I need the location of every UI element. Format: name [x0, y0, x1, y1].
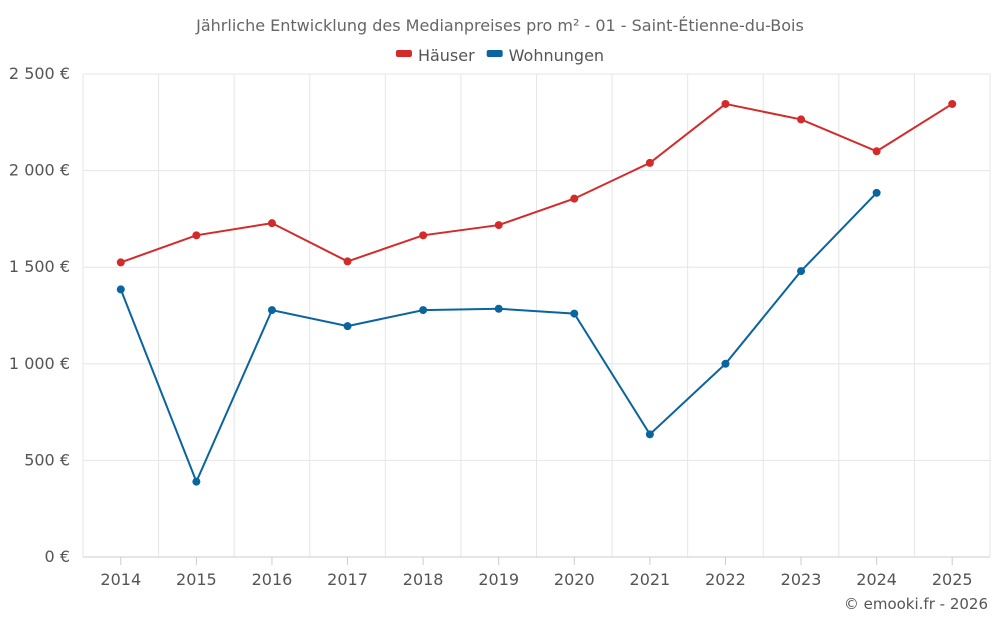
y-tick-label: 1 500 €	[9, 257, 70, 276]
data-point	[872, 188, 881, 197]
y-tick-label: 1 000 €	[9, 354, 70, 373]
legend: Häuser Wohnungen	[395, 46, 604, 65]
x-tick-label: 2015	[176, 570, 217, 589]
data-point	[645, 430, 654, 439]
chart-title: Jährliche Entwicklung des Medianpreises …	[195, 16, 804, 35]
x-tick-label: 2022	[705, 570, 746, 589]
data-point	[343, 322, 352, 331]
legend-label: Häuser	[418, 46, 475, 65]
grid	[82, 73, 991, 557]
y-tick-label: 2 000 €	[9, 161, 70, 180]
x-tick-label: 2020	[554, 570, 595, 589]
legend-item[interactable]: Häuser	[395, 46, 475, 65]
data-point	[116, 258, 125, 267]
y-tick-label: 0 €	[45, 547, 70, 566]
credit-text: © emooki.fr - 2026	[844, 595, 988, 613]
data-point	[570, 309, 579, 318]
data-point	[721, 359, 730, 368]
x-tick-label: 2019	[478, 570, 519, 589]
legend-swatch	[395, 50, 412, 57]
data-point	[267, 219, 276, 228]
data-point	[797, 267, 806, 276]
x-tick-label: 2021	[630, 570, 671, 589]
data-point	[192, 231, 201, 240]
x-tick-label: 2023	[781, 570, 822, 589]
x-tick-label: 2017	[327, 570, 368, 589]
x-tick-label: 2018	[403, 570, 444, 589]
data-point	[419, 306, 428, 315]
data-point	[797, 115, 806, 124]
x-tick-label: 2016	[252, 570, 293, 589]
y-axis: 0 € 500 € 1 000 € 1 500 € 2 000 € 2 500 €	[9, 64, 70, 566]
data-point	[645, 158, 654, 167]
data-point	[872, 147, 881, 156]
data-point	[343, 257, 352, 266]
data-point	[494, 221, 503, 230]
legend-item[interactable]: Wohnungen	[486, 46, 604, 65]
series-wohnungen	[116, 188, 881, 486]
series-line	[120, 102, 953, 264]
data-point	[721, 99, 730, 108]
y-tick-label: 500 €	[24, 450, 70, 469]
data-point	[192, 477, 201, 486]
y-tick-label: 2 500 €	[9, 64, 70, 83]
x-axis: 2014 2015 2016 2017 2018 2019 2020 2021 2022 2023…	[83, 556, 990, 589]
x-tick-label: 2024	[856, 570, 897, 589]
legend-label: Wohnungen	[509, 46, 604, 65]
data-point	[494, 304, 503, 313]
data-point	[948, 99, 957, 108]
x-tick-label: 2014	[100, 570, 141, 589]
data-point	[267, 306, 276, 315]
x-tick-label: 2025	[932, 570, 973, 589]
series-haeuser	[116, 99, 957, 267]
legend-swatch	[486, 50, 503, 57]
data-point	[419, 231, 428, 240]
data-point	[570, 194, 579, 203]
data-point	[116, 285, 125, 294]
series-layer	[116, 99, 957, 486]
